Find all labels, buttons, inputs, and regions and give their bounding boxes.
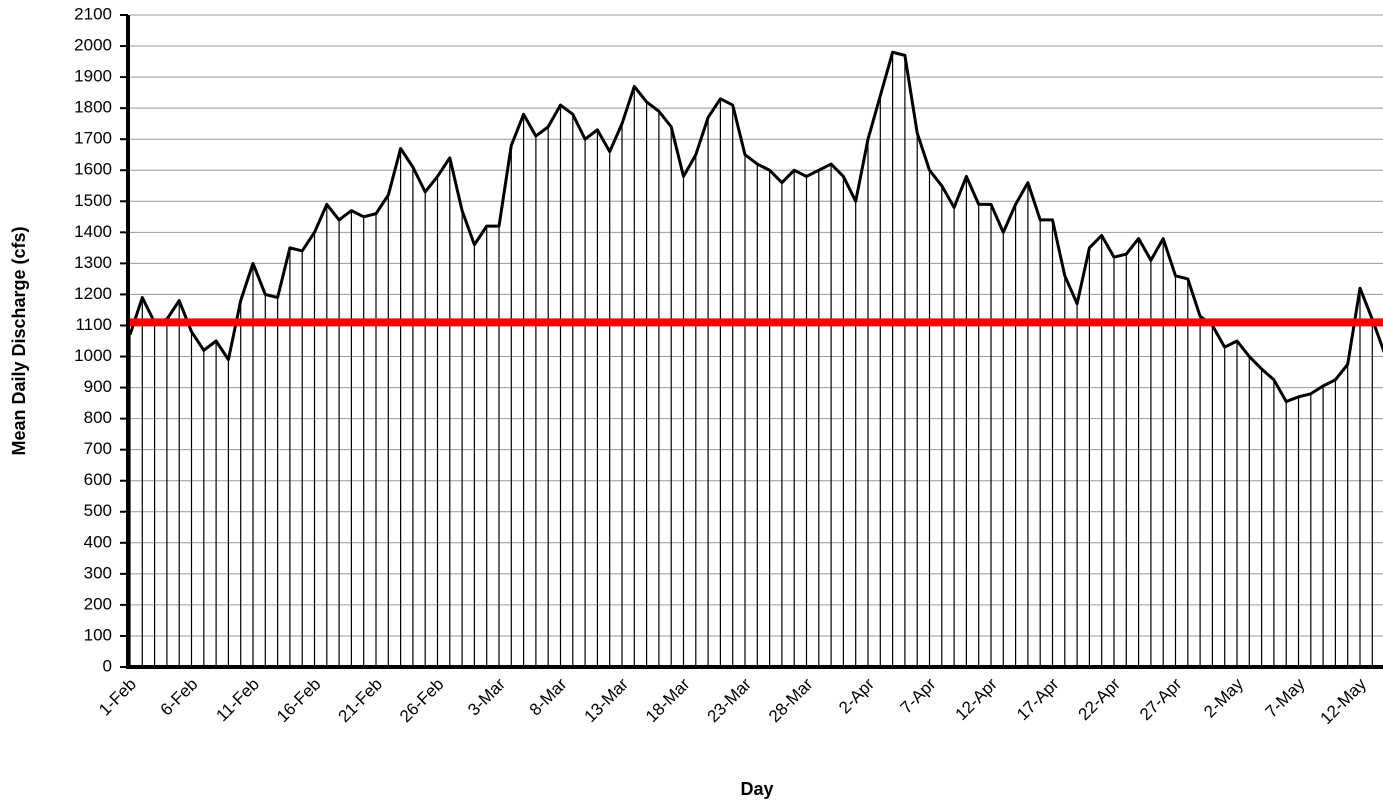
- y-tick-label: 100: [84, 625, 112, 644]
- y-tick-label: 1600: [74, 160, 112, 179]
- y-tick-label: 1900: [74, 67, 112, 86]
- y-axis-title: Mean Daily Discharge (cfs): [9, 226, 29, 455]
- x-tick-label: 11-Feb: [212, 675, 263, 726]
- x-tick-label: 17-Apr: [1013, 674, 1063, 724]
- x-tick-label: 27-Apr: [1136, 674, 1186, 724]
- y-tick-label: 500: [84, 501, 112, 520]
- x-axis-title: Day: [740, 779, 773, 799]
- x-tick-label: 6-Feb: [157, 675, 202, 720]
- x-tick-label: 2-Apr: [835, 674, 878, 717]
- data-line: [128, 50, 1383, 404]
- x-tick-label: 16-Feb: [273, 675, 325, 727]
- x-tick-label: 21-Feb: [334, 675, 386, 727]
- x-tick-label: 12-Apr: [951, 674, 1001, 724]
- x-tick-label: 28-Mar: [765, 674, 817, 726]
- x-tick-label: 2-May: [1200, 674, 1247, 721]
- y-tick-label: 1100: [75, 315, 112, 334]
- y-tick-label: 1700: [74, 129, 112, 148]
- x-tick-label: 3-Mar: [464, 674, 509, 719]
- x-tick-label: 26-Feb: [396, 675, 448, 727]
- x-tick-label: 12-May: [1316, 674, 1370, 728]
- x-tick-label: 18-Mar: [642, 674, 694, 726]
- x-tick-label: 1-Feb: [95, 675, 140, 720]
- y-tick-label: 900: [84, 377, 112, 396]
- x-tick-label: 23-Mar: [703, 674, 755, 726]
- y-tick-label: 400: [84, 532, 112, 551]
- y-tick-label: 1300: [74, 253, 112, 272]
- y-tick-label: 1500: [74, 191, 112, 210]
- y-tick-label: 700: [84, 439, 112, 458]
- y-tick-label: 300: [84, 563, 112, 582]
- y-tick-label: 0: [103, 656, 112, 675]
- x-tick-label: 7-Apr: [897, 674, 940, 717]
- y-tick-label: 2000: [74, 36, 112, 55]
- y-tick-label: 2100: [74, 4, 112, 23]
- x-tick-label: 13-Mar: [580, 674, 632, 726]
- x-tick-label: 8-Mar: [526, 674, 571, 719]
- y-tick-label: 200: [84, 594, 112, 613]
- y-tick-label: 1800: [74, 98, 112, 117]
- y-tick-label: 600: [84, 470, 112, 489]
- x-tick-label: 7-May: [1262, 674, 1309, 721]
- y-tick-label: 800: [84, 408, 112, 427]
- y-tick-label: 1000: [74, 346, 112, 365]
- y-tick-label: 1200: [74, 284, 112, 303]
- y-tick-label: 1400: [74, 222, 112, 241]
- x-tick-label: 22-Apr: [1074, 674, 1124, 724]
